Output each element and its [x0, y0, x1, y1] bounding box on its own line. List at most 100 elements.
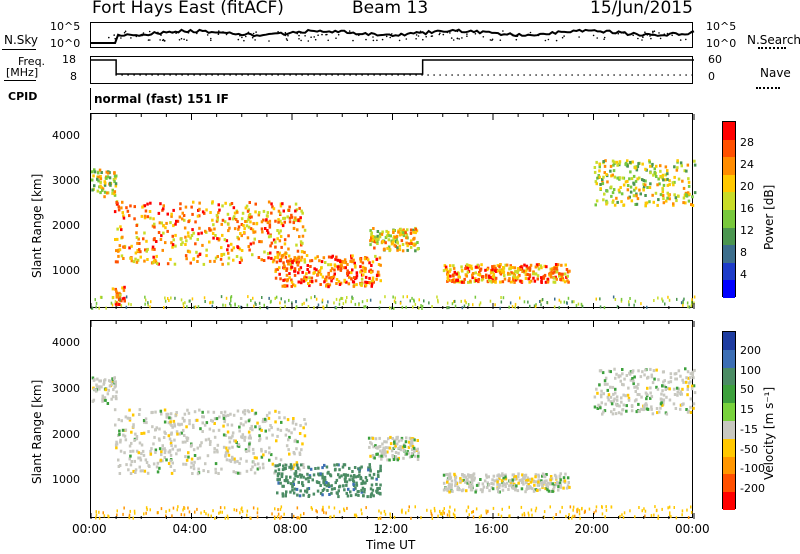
- power-cell: [324, 261, 327, 264]
- velocity-cell: [281, 494, 285, 498]
- velocity-cell: [158, 447, 162, 451]
- velocity-cell: [178, 432, 181, 436]
- freq-tick-bottom: 8: [70, 70, 77, 83]
- colorbar-tick-label: 28: [740, 136, 754, 149]
- power-cell: [400, 239, 404, 243]
- velocity-cell: [180, 431, 183, 435]
- power-cell: [111, 188, 114, 192]
- power-ground-cell: [193, 305, 195, 309]
- power-cell: [106, 171, 110, 175]
- velocity-ground-cell: [274, 516, 276, 520]
- velocity-cell: [631, 370, 634, 374]
- velocity-cell: [356, 474, 360, 478]
- power-cell: [355, 276, 358, 280]
- power-cell: [223, 238, 227, 242]
- power-cell: [498, 271, 502, 275]
- power-ground-cell: [428, 301, 430, 305]
- power-ground-cell: [446, 301, 449, 305]
- nsearch-dot: [461, 37, 463, 39]
- power-cell: [635, 202, 639, 206]
- power-cell: [281, 284, 284, 288]
- velocity-cell: [468, 475, 471, 479]
- velocity-cell: [621, 372, 624, 376]
- velocity-ground-cell: [310, 506, 313, 510]
- power-cell: [377, 237, 380, 241]
- velocity-ground-cell: [276, 515, 279, 519]
- velocity-cell: [617, 411, 621, 415]
- velocity-cell: [220, 411, 223, 415]
- velocity-cell: [323, 463, 326, 467]
- velocity-cell: [411, 445, 415, 448]
- power-cell: [566, 279, 569, 283]
- velocity-cell: [211, 419, 214, 423]
- velocity-cell: [215, 448, 219, 452]
- power-cell: [656, 203, 659, 207]
- velocity-cell: [609, 400, 613, 404]
- velocity-cell: [118, 464, 122, 467]
- power-cell: [330, 279, 333, 283]
- power-cell: [160, 221, 163, 225]
- velocity-cell: [225, 446, 228, 450]
- velocity-cell: [218, 415, 221, 419]
- freq-panel: [90, 56, 694, 84]
- power-cell: [558, 274, 561, 278]
- velocity-cell: [185, 436, 188, 440]
- power-cell: [644, 194, 647, 197]
- velocity-ground-cell: [207, 513, 210, 517]
- velocity-ground-cell: [543, 510, 546, 514]
- power-cell: [103, 190, 107, 194]
- velocity-cell: [270, 453, 273, 457]
- nsearch-dot: [398, 39, 401, 42]
- velocity-cell: [166, 412, 170, 416]
- power-cell: [621, 176, 624, 180]
- velocity-cell: [341, 465, 345, 469]
- nsearch-dot: [148, 30, 151, 33]
- velocity-cell: [464, 475, 468, 479]
- power-cell: [550, 268, 554, 272]
- power-cell: [362, 273, 365, 277]
- y-tick-label: 4000: [52, 335, 80, 349]
- power-cell: [351, 254, 354, 258]
- velocity-cell: [566, 484, 570, 488]
- power-cell: [243, 227, 246, 231]
- velocity-cell: [236, 471, 240, 475]
- power-cell: [218, 208, 221, 212]
- power-ground-cell: [418, 306, 420, 310]
- power-ground-cell: [366, 299, 368, 303]
- nave-dot: [601, 74, 603, 76]
- power-cell: [307, 270, 311, 274]
- nave-dot: [379, 74, 381, 76]
- power-cell: [477, 280, 480, 284]
- power-cell: [659, 164, 662, 168]
- velocity-cell: [173, 424, 177, 428]
- power-cell: [99, 180, 102, 184]
- nsearch-dot: [245, 35, 247, 38]
- power-cell: [661, 187, 665, 191]
- power-cell: [278, 266, 281, 270]
- power-ground-cell: [204, 300, 206, 303]
- power-cell: [653, 172, 656, 176]
- nave-label: Nave: [760, 66, 791, 80]
- power-ground-cell: [511, 305, 514, 309]
- velocity-cell: [664, 388, 667, 391]
- nave-dot: [331, 74, 333, 76]
- velocity-cell: [174, 414, 177, 418]
- power-cell: [130, 259, 134, 263]
- velocity-cell: [258, 439, 261, 443]
- velocity-cell: [687, 376, 690, 380]
- velocity-cell: [232, 470, 235, 474]
- power-cell: [369, 229, 372, 233]
- velocity-cell: [130, 430, 133, 434]
- power-ground-cell: [314, 295, 316, 299]
- velocity-ground-cell: [681, 509, 684, 513]
- power-ground-cell: [335, 297, 338, 301]
- power-cell: [114, 260, 118, 264]
- power-ground-cell: [418, 298, 420, 302]
- velocity-cell: [269, 424, 272, 427]
- power-cell: [387, 238, 391, 242]
- velocity-ground-cell: [212, 509, 214, 513]
- velocity-cell: [142, 419, 146, 422]
- power-cell: [460, 268, 464, 272]
- power-cell: [340, 264, 343, 268]
- power-cell: [363, 257, 367, 261]
